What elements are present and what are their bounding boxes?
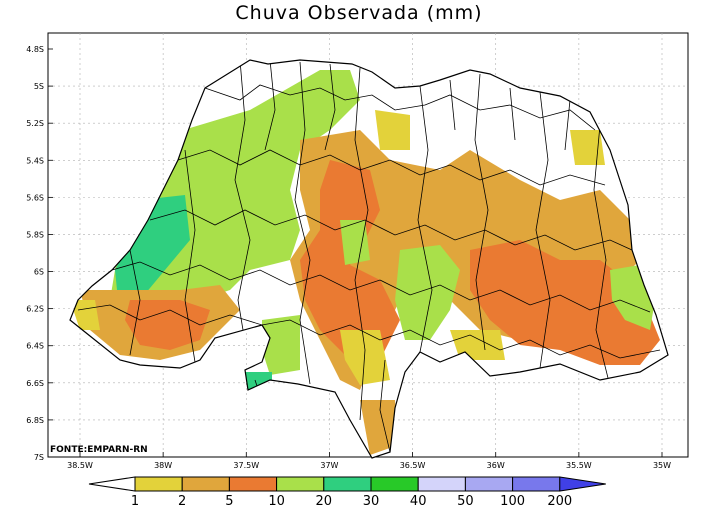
lon-label: 35.5W [566, 461, 592, 470]
zone-1-2-north [375, 110, 410, 150]
zone-1-2-south [340, 330, 390, 385]
colorbar-swatch [464, 476, 514, 492]
lat-label: 6.8S [26, 416, 44, 425]
colorbar-arrow-high [559, 476, 606, 492]
colorbar-swatch [370, 476, 419, 492]
colorbar: 1 2 5 10 20 30 40 50 100 200 [88, 476, 606, 509]
colorbar-arrow-low [88, 476, 136, 492]
map-title: Chuva Observada (mm) [235, 2, 483, 24]
lat-label: 6S [34, 268, 44, 277]
lat-label: 6.2S [26, 305, 44, 314]
lat-label: 5.4S [26, 156, 44, 165]
colorbar-label: 30 [363, 494, 380, 509]
colorbar-label: 50 [457, 494, 474, 509]
zone-1-2-northeast [570, 130, 605, 165]
colorbar-swatch [512, 476, 561, 492]
longitude-labels: 38.5W 38W 37.5W 37W 36.5W 36W 35.5W 35W [67, 452, 671, 470]
zone-10-20-southwest [125, 300, 210, 350]
colorbar-label: 100 [500, 494, 525, 509]
lat-label: 6.4S [26, 342, 44, 351]
lat-label: 5S [34, 82, 44, 91]
latitude-labels: 4.8S 5S 5.2S 5.4S 5.6S 5.8S 6S 6.2S 6.4S 6.6S 6.8S… [26, 45, 53, 462]
colorbar-label: 10 [268, 494, 285, 509]
colorbar-label: 5 [225, 494, 233, 509]
lon-label: 38.5W [67, 461, 93, 470]
lat-label: 5.2S [26, 119, 44, 128]
source-label: FONTE:EMPARN-RN [50, 445, 148, 455]
rainfall-field [70, 60, 668, 458]
state-outline [69, 59, 669, 459]
zone-20-30-center-east [395, 245, 460, 340]
zone-20-30-south [262, 315, 300, 375]
colorbar-label: 40 [410, 494, 427, 509]
lon-label: 37.5W [233, 461, 259, 470]
lat-label: 6.6S [26, 379, 44, 388]
zone-20-30-center-small [340, 220, 370, 265]
colorbar-label: 200 [547, 494, 572, 509]
zone-30-40-west [115, 195, 190, 300]
lat-label: 4.8S [26, 45, 44, 54]
colorbar-label: 2 [178, 494, 186, 509]
colorbar-swatch [276, 476, 325, 492]
lat-label: 5.6S [26, 193, 44, 202]
lat-label: 5.8S [26, 230, 44, 239]
municipal-boundaries [77, 60, 661, 453]
colorbar-swatch [417, 476, 466, 492]
lat-label: 7S [34, 453, 44, 462]
lon-label: 36W [487, 461, 505, 470]
colorbar-label: 1 [131, 494, 139, 509]
colorbar-swatch [323, 476, 372, 492]
colorbar-swatch [134, 476, 183, 492]
colorbar-swatch [181, 476, 230, 492]
colorbar-label: 20 [316, 494, 333, 509]
colorbar-swatch [228, 476, 278, 492]
zone-5-10-far-south [360, 400, 398, 455]
lon-label: 37W [320, 461, 338, 470]
lon-label: 38W [154, 461, 172, 470]
lon-label: 35W [653, 461, 671, 470]
lon-label: 36.5W [400, 461, 426, 470]
